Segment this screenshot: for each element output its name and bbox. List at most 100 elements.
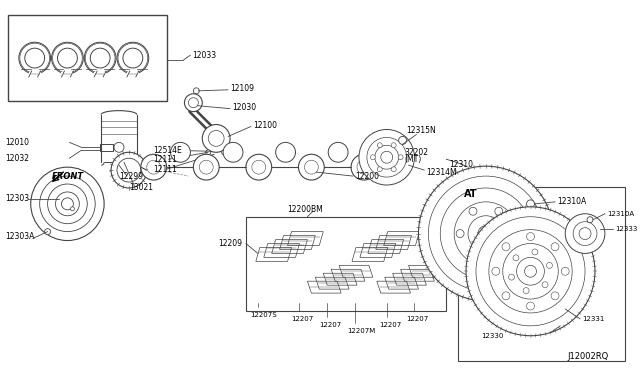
Circle shape (573, 222, 597, 246)
Circle shape (502, 243, 510, 251)
Circle shape (381, 151, 393, 163)
Text: 12033: 12033 (193, 51, 216, 60)
Circle shape (489, 230, 572, 313)
Circle shape (208, 131, 224, 146)
Circle shape (454, 202, 518, 265)
Circle shape (20, 43, 49, 73)
Circle shape (565, 214, 605, 253)
Text: 12200BM: 12200BM (287, 205, 323, 214)
Circle shape (419, 166, 554, 301)
Circle shape (495, 207, 503, 215)
Circle shape (359, 129, 415, 185)
Circle shape (276, 142, 296, 162)
Circle shape (502, 292, 510, 300)
Circle shape (468, 216, 504, 251)
Circle shape (509, 274, 515, 280)
Circle shape (527, 302, 534, 310)
Circle shape (351, 154, 377, 180)
Text: 12207: 12207 (319, 322, 342, 328)
Text: 12333: 12333 (615, 226, 637, 232)
Text: 12303: 12303 (5, 195, 29, 203)
Text: FRONT: FRONT (52, 171, 84, 180)
Text: 12200: 12200 (355, 171, 379, 180)
Text: 12303A: 12303A (5, 232, 35, 241)
Text: 12111: 12111 (154, 165, 177, 174)
Circle shape (561, 267, 569, 275)
Circle shape (503, 244, 558, 299)
Circle shape (476, 217, 585, 326)
Text: 12010: 12010 (5, 138, 29, 147)
Circle shape (118, 43, 148, 73)
Circle shape (47, 184, 87, 224)
Text: 12514E: 12514E (154, 146, 182, 155)
Circle shape (70, 207, 74, 211)
Circle shape (52, 43, 83, 73)
Circle shape (117, 42, 148, 74)
Circle shape (205, 150, 211, 155)
Circle shape (202, 125, 230, 152)
Text: 12310: 12310 (449, 160, 473, 169)
Circle shape (375, 145, 399, 169)
Circle shape (298, 154, 324, 180)
Circle shape (246, 154, 272, 180)
Circle shape (547, 262, 552, 268)
Circle shape (469, 252, 477, 260)
Circle shape (428, 176, 543, 291)
Circle shape (551, 243, 559, 251)
Text: 12331: 12331 (582, 316, 604, 322)
Circle shape (513, 255, 519, 261)
Circle shape (61, 198, 74, 210)
Circle shape (516, 257, 545, 285)
Circle shape (399, 137, 406, 144)
Circle shape (328, 142, 348, 162)
Circle shape (378, 167, 382, 172)
Circle shape (52, 42, 83, 74)
Circle shape (199, 160, 213, 174)
Circle shape (398, 155, 403, 160)
Circle shape (221, 150, 227, 155)
Bar (246, 217, 446, 311)
Circle shape (305, 160, 318, 174)
Circle shape (440, 188, 531, 279)
Circle shape (551, 292, 559, 300)
Text: (MT): (MT) (404, 155, 422, 164)
Text: 12207: 12207 (292, 316, 314, 322)
Circle shape (469, 207, 477, 215)
Circle shape (252, 160, 266, 174)
Circle shape (542, 282, 548, 288)
Text: 12209: 12209 (218, 239, 242, 248)
Text: 12299: 12299 (119, 171, 143, 180)
Text: 12207S: 12207S (250, 312, 276, 318)
Circle shape (188, 98, 198, 108)
Circle shape (456, 230, 464, 238)
Circle shape (357, 160, 371, 174)
Circle shape (579, 228, 591, 240)
Circle shape (193, 154, 219, 180)
Circle shape (117, 158, 141, 182)
Bar (8, 16, 166, 101)
Circle shape (25, 48, 45, 68)
Text: 12315N: 12315N (406, 126, 436, 135)
Text: 12207: 12207 (406, 316, 429, 322)
Text: 12330: 12330 (481, 333, 503, 339)
Circle shape (84, 42, 116, 74)
Text: 12207M: 12207M (347, 328, 375, 334)
Circle shape (114, 142, 124, 152)
Text: 12032: 12032 (5, 154, 29, 163)
Text: 13021: 13021 (129, 183, 153, 192)
Circle shape (371, 155, 375, 160)
Circle shape (147, 160, 161, 174)
Circle shape (141, 154, 166, 180)
Circle shape (492, 267, 500, 275)
Circle shape (85, 43, 115, 73)
Circle shape (19, 42, 51, 74)
Circle shape (170, 142, 190, 162)
Circle shape (525, 265, 536, 277)
Bar (100, 144, 113, 151)
Circle shape (478, 226, 494, 241)
Circle shape (123, 48, 143, 68)
Circle shape (31, 167, 104, 241)
Text: 12109: 12109 (230, 84, 254, 93)
Circle shape (378, 143, 382, 148)
Circle shape (40, 176, 95, 232)
